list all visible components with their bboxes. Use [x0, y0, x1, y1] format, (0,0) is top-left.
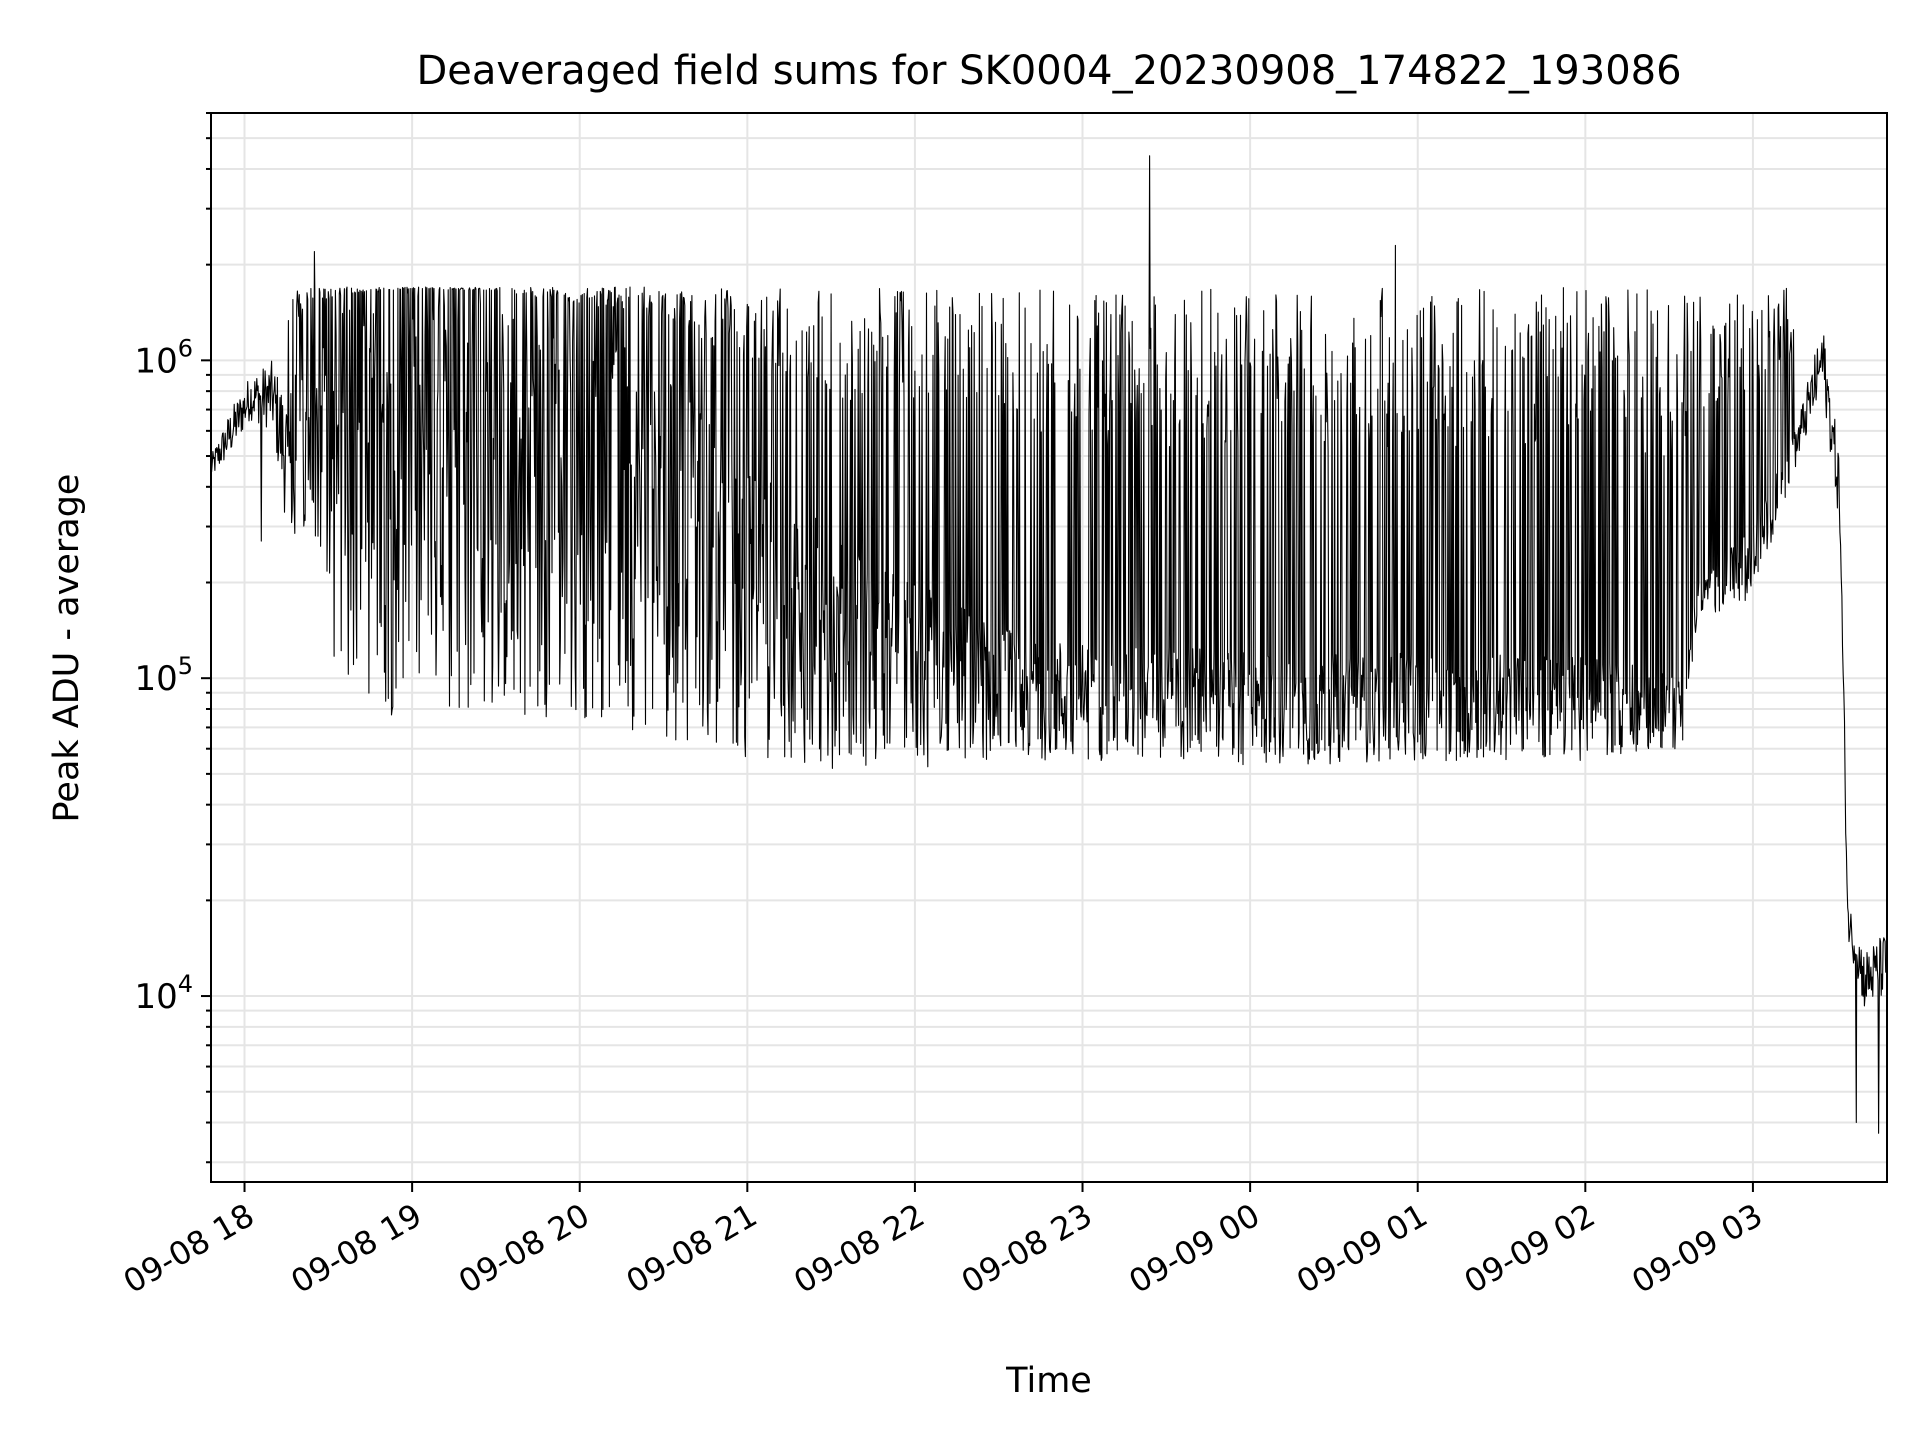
y-axis-ticks: 104 105 106	[134, 112, 211, 1164]
x-axis-label: Time	[1005, 1361, 1092, 1401]
y-tick-label: 105	[134, 652, 193, 699]
grid	[211, 112, 1887, 1182]
series-trace	[210, 155, 1888, 1134]
y-tick-label: 104	[134, 970, 193, 1017]
chart-title: Deaveraged field sums for SK0004_2023090…	[416, 48, 1681, 94]
plot-frame	[210, 112, 1888, 1183]
y-tick-label: 106	[134, 334, 193, 381]
series-line	[210, 155, 1888, 1134]
y-axis-label: Peak ADU - average	[47, 474, 87, 823]
